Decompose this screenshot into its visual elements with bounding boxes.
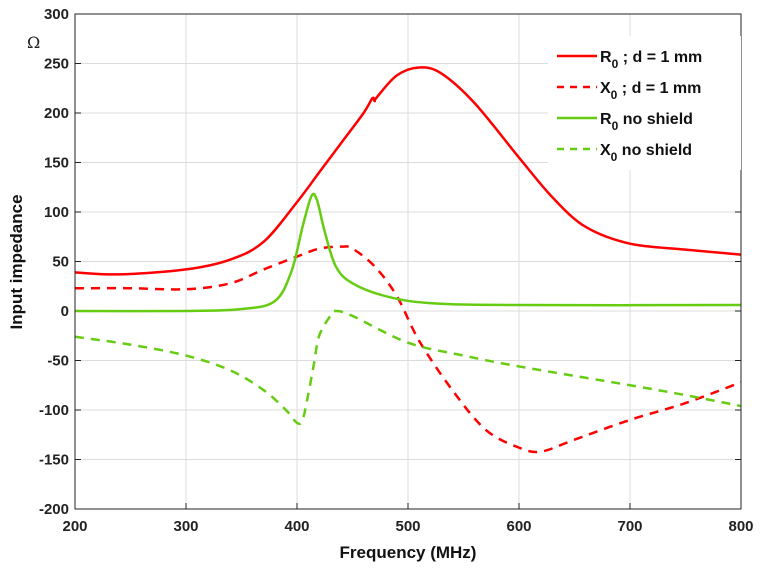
series-line-3 (74, 192, 742, 313)
legend-entry: X0 ; d = 1 mm (557, 80, 701, 102)
x-tick-label: 700 (617, 518, 642, 535)
y-tick-label: -50 (47, 353, 69, 370)
legend-label: R0 no shield (600, 111, 693, 133)
legend-label: X0 ; d = 1 mm (600, 80, 701, 102)
y-tick-label: -200 (39, 501, 69, 518)
legend-label-main: R (600, 49, 612, 66)
series-line-4 (74, 309, 742, 426)
x-tick-label: 500 (395, 518, 420, 535)
legend-label: R0 ; d = 1 mm (600, 49, 702, 71)
x-tick-label: 600 (506, 518, 531, 535)
x-tick-label: 200 (62, 518, 87, 535)
ohm-unit-label: Ω (27, 33, 40, 52)
x-tick-label: 400 (284, 518, 309, 535)
legend-label-sub: 0 (611, 88, 618, 102)
axes-box (74, 13, 742, 510)
legend-label-main: X (600, 142, 611, 159)
y-tick-label: -150 (39, 452, 69, 469)
legend-label-main: R (600, 111, 612, 128)
legend-entry: R0 no shield (557, 111, 693, 133)
tick-labels: 200 300 400 500 600 700 800 -200 -150 -100 -50 0 50 1… (39, 6, 754, 535)
legend-label-rest: ; d = 1 mm (618, 49, 702, 66)
legend-box (548, 36, 741, 170)
y-tick-label: -100 (39, 402, 69, 419)
y-tick-label: 100 (44, 204, 69, 221)
x-tick-label: 300 (173, 518, 198, 535)
legend-label: X0 no shield (600, 142, 692, 164)
y-tick-label: 200 (44, 105, 69, 122)
legend-label-rest: no shield (618, 111, 693, 128)
y-tick-label: 300 (44, 6, 69, 23)
series-lines (74, 66, 742, 454)
legend-label-main: X (600, 80, 611, 97)
y-tick-label: 50 (52, 254, 69, 271)
legend-label-sub: 0 (612, 119, 619, 133)
legend-label-sub: 0 (612, 57, 619, 71)
series-line-1 (74, 66, 742, 276)
y-tick-label: 150 (44, 155, 69, 172)
legend-label-rest: no shield (617, 142, 692, 159)
legend-label-sub: 0 (611, 150, 618, 164)
legend-label-rest: ; d = 1 mm (617, 80, 701, 97)
x-tick-label: 800 (728, 518, 753, 535)
x-axis-label: Frequency (MHz) (340, 543, 477, 562)
y-axis-label: Input impedance (7, 194, 26, 329)
legend-entry: X0 no shield (557, 142, 692, 164)
legend-entry: R0 ; d = 1 mm (557, 49, 702, 71)
y-tick-label: 0 (61, 303, 69, 320)
y-tick-label: 250 (44, 56, 69, 73)
